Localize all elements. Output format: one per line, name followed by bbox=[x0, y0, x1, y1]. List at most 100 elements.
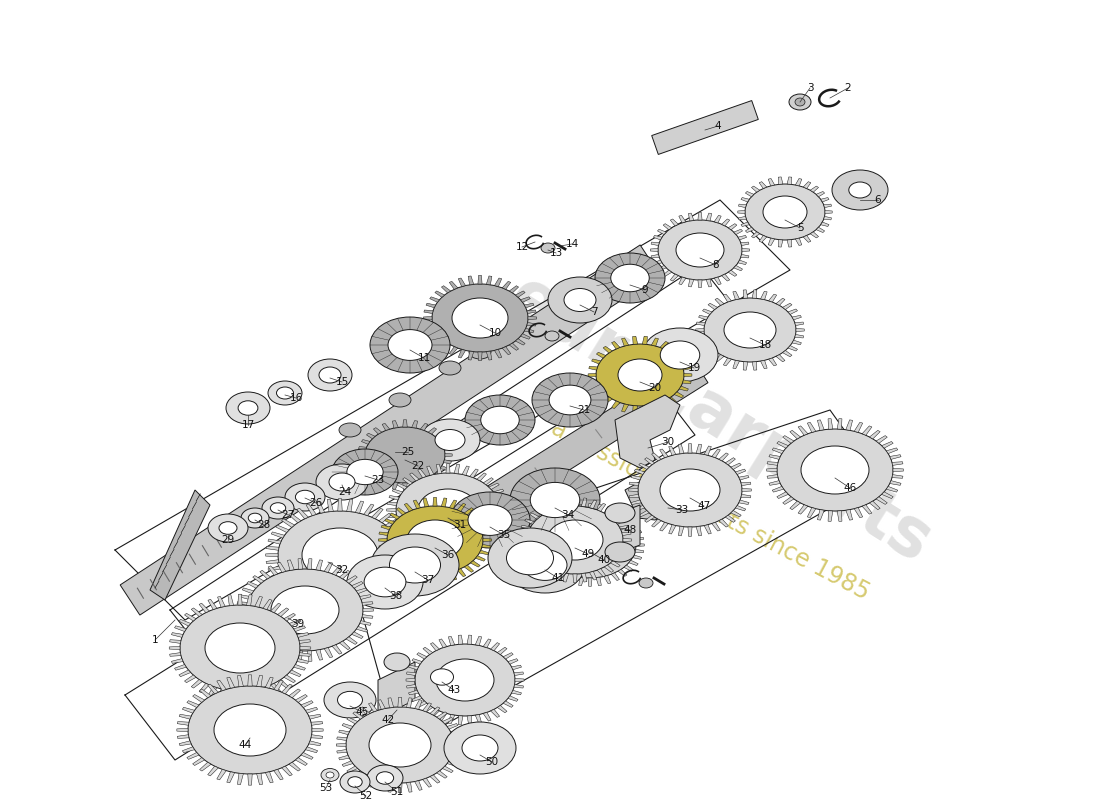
Ellipse shape bbox=[371, 534, 459, 596]
Polygon shape bbox=[799, 426, 807, 435]
Polygon shape bbox=[459, 350, 465, 358]
Ellipse shape bbox=[370, 317, 450, 373]
Polygon shape bbox=[725, 515, 736, 522]
Polygon shape bbox=[653, 235, 662, 240]
Polygon shape bbox=[639, 463, 649, 470]
Polygon shape bbox=[185, 614, 196, 621]
Polygon shape bbox=[464, 565, 474, 572]
Polygon shape bbox=[403, 420, 407, 427]
Polygon shape bbox=[537, 508, 546, 515]
Polygon shape bbox=[441, 343, 451, 350]
Polygon shape bbox=[597, 569, 606, 577]
Polygon shape bbox=[441, 286, 451, 293]
Polygon shape bbox=[301, 753, 314, 759]
Polygon shape bbox=[338, 599, 342, 611]
Polygon shape bbox=[424, 310, 433, 314]
Polygon shape bbox=[177, 734, 189, 738]
Text: 27: 27 bbox=[282, 510, 295, 520]
Polygon shape bbox=[494, 489, 504, 494]
Text: 38: 38 bbox=[389, 591, 403, 601]
Polygon shape bbox=[782, 350, 792, 357]
Polygon shape bbox=[150, 490, 210, 600]
Polygon shape bbox=[422, 778, 431, 787]
Polygon shape bbox=[695, 329, 704, 331]
Polygon shape bbox=[297, 658, 309, 663]
Ellipse shape bbox=[364, 567, 406, 597]
Text: 1: 1 bbox=[152, 635, 158, 645]
Ellipse shape bbox=[544, 331, 559, 341]
Polygon shape bbox=[807, 508, 816, 518]
Polygon shape bbox=[298, 558, 302, 570]
Polygon shape bbox=[508, 696, 518, 702]
Polygon shape bbox=[248, 774, 252, 785]
Ellipse shape bbox=[276, 387, 294, 399]
Polygon shape bbox=[434, 291, 444, 298]
Polygon shape bbox=[635, 550, 643, 553]
Ellipse shape bbox=[389, 393, 411, 407]
Ellipse shape bbox=[510, 468, 600, 532]
Polygon shape bbox=[497, 520, 507, 525]
Text: 53: 53 bbox=[319, 783, 332, 793]
Ellipse shape bbox=[434, 430, 465, 450]
Polygon shape bbox=[704, 525, 712, 534]
Polygon shape bbox=[424, 317, 432, 319]
Polygon shape bbox=[684, 374, 692, 377]
Ellipse shape bbox=[339, 423, 361, 437]
Text: 3: 3 bbox=[806, 83, 813, 93]
Polygon shape bbox=[817, 510, 824, 520]
Polygon shape bbox=[289, 670, 301, 677]
Text: 19: 19 bbox=[688, 363, 701, 373]
Polygon shape bbox=[828, 418, 833, 430]
Polygon shape bbox=[192, 758, 205, 766]
Polygon shape bbox=[238, 691, 242, 702]
Polygon shape bbox=[544, 569, 553, 577]
Polygon shape bbox=[390, 525, 405, 533]
Text: 37: 37 bbox=[421, 575, 434, 585]
Polygon shape bbox=[530, 561, 540, 567]
Polygon shape bbox=[651, 404, 659, 412]
Polygon shape bbox=[385, 556, 395, 561]
Polygon shape bbox=[454, 546, 460, 556]
Text: 51: 51 bbox=[390, 787, 404, 797]
Polygon shape bbox=[409, 539, 419, 547]
Polygon shape bbox=[503, 701, 514, 707]
Polygon shape bbox=[287, 650, 294, 660]
Polygon shape bbox=[458, 569, 465, 577]
Polygon shape bbox=[486, 276, 492, 285]
Polygon shape bbox=[430, 642, 439, 650]
Polygon shape bbox=[183, 707, 195, 713]
Polygon shape bbox=[470, 469, 478, 478]
Polygon shape bbox=[471, 513, 480, 519]
Ellipse shape bbox=[469, 345, 491, 359]
Ellipse shape bbox=[271, 586, 339, 634]
Polygon shape bbox=[733, 360, 739, 369]
Polygon shape bbox=[390, 578, 405, 585]
Polygon shape bbox=[236, 609, 248, 611]
Polygon shape bbox=[448, 761, 458, 766]
Polygon shape bbox=[430, 710, 439, 718]
Polygon shape bbox=[362, 614, 373, 618]
Polygon shape bbox=[499, 514, 509, 518]
Polygon shape bbox=[382, 423, 389, 430]
Polygon shape bbox=[728, 224, 737, 230]
Text: 16: 16 bbox=[289, 393, 302, 403]
Polygon shape bbox=[738, 210, 745, 214]
Polygon shape bbox=[658, 266, 667, 270]
Polygon shape bbox=[708, 350, 717, 357]
Text: 41: 41 bbox=[551, 573, 564, 583]
Ellipse shape bbox=[505, 537, 585, 593]
Polygon shape bbox=[301, 701, 314, 707]
Ellipse shape bbox=[789, 94, 811, 110]
Polygon shape bbox=[402, 546, 414, 550]
Ellipse shape bbox=[488, 528, 572, 588]
Polygon shape bbox=[799, 505, 807, 514]
Polygon shape bbox=[430, 297, 440, 302]
Polygon shape bbox=[402, 560, 414, 564]
Ellipse shape bbox=[541, 243, 556, 253]
Polygon shape bbox=[446, 464, 450, 473]
Polygon shape bbox=[417, 701, 427, 707]
Polygon shape bbox=[588, 504, 592, 512]
Polygon shape bbox=[741, 198, 749, 202]
Polygon shape bbox=[397, 530, 407, 537]
Polygon shape bbox=[651, 519, 661, 527]
